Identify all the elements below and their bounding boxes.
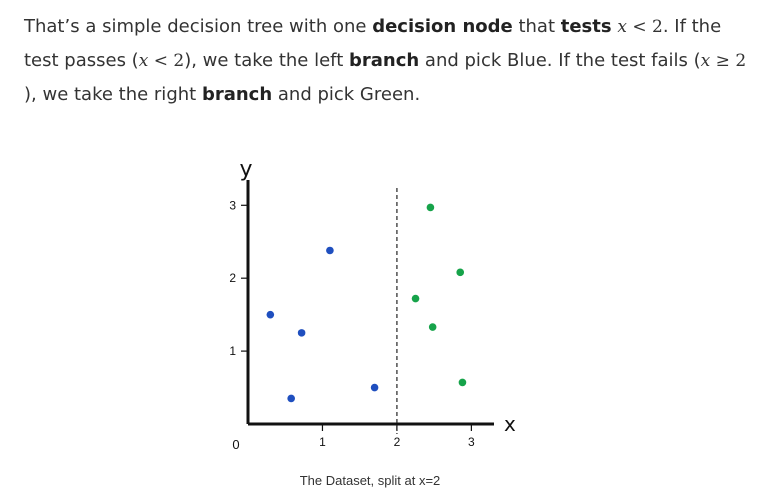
y-tick-label: 3 <box>229 198 236 212</box>
term-decision-node: decision node <box>372 16 513 37</box>
text-segment: . If the test passes ( <box>24 16 722 71</box>
y-tick-label: 1 <box>229 344 236 358</box>
dataset-figure: y x 0 1 2 3 1 2 3 The Dataset, split at x=2 <box>200 150 540 500</box>
green-point <box>456 268 465 277</box>
x-axis-label: x <box>504 412 516 436</box>
text-segment: and pick Blue. If the test fails ( <box>419 50 701 71</box>
text-segment: ), we take the left <box>184 50 349 71</box>
text-segment: that <box>512 16 561 37</box>
x-tick-label: 3 <box>468 435 475 449</box>
blue-point <box>297 329 306 337</box>
green-point <box>411 294 420 303</box>
y-tick-label: 2 <box>229 271 236 285</box>
blue-point <box>370 383 379 392</box>
blue-point <box>287 394 295 403</box>
term-branch: branch <box>348 50 420 71</box>
green-point <box>458 378 467 387</box>
figure-caption: The Dataset, split at x=2 <box>299 473 441 488</box>
green-point <box>426 203 435 212</box>
green-point <box>428 323 437 331</box>
term-branch: branch <box>201 84 273 105</box>
y-axis-label: y <box>239 157 252 182</box>
math-condition: x < 2 <box>138 51 185 71</box>
blue-point <box>266 310 275 319</box>
math-condition: x < 2 <box>617 17 663 37</box>
x-tick-label: 1 <box>319 435 326 449</box>
article-paragraph: That’s a simple decision tree with one d… <box>24 10 754 111</box>
text-segment: and pick Green. <box>272 84 421 105</box>
math-condition: x ≥ 2 <box>700 51 747 71</box>
origin-label: 0 <box>232 437 239 452</box>
term-tests: tests <box>560 16 612 37</box>
scatter-chart: y x 0 1 2 3 1 2 3 <box>229 157 516 452</box>
x-tick-label: 2 <box>394 435 401 449</box>
blue-point <box>326 246 334 255</box>
text-segment: ), we take the right <box>24 84 202 105</box>
text-segment: That’s a simple decision tree with one <box>24 16 373 37</box>
